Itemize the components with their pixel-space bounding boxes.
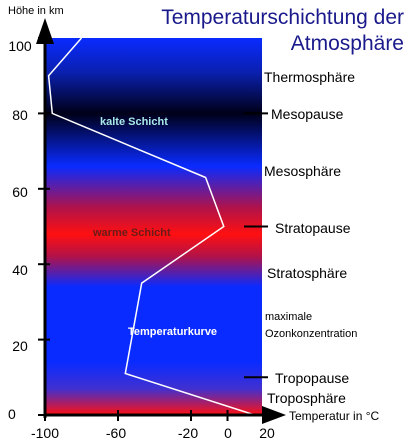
y-tick-label-40: 40 <box>0 262 40 278</box>
temperature-curve-label: Temperaturkurve <box>128 326 217 338</box>
layer-thermosphere: Thermosphäre <box>264 69 355 85</box>
layer-tropopause: Tropopause <box>275 370 349 386</box>
y-tick-label-80: 80 <box>0 107 40 123</box>
layer-ozone-line-1: maximale <box>265 309 312 326</box>
x-tick-label-0: 0 <box>206 425 250 441</box>
x-tick-label-minus-60: -60 <box>94 425 138 441</box>
layer-ozone-line-2: Ozonkonzentration <box>265 326 357 343</box>
layer-stratopause: Stratopause <box>275 220 351 236</box>
x-tick-label-minus-100: -100 <box>23 425 67 441</box>
y-tick-label-60: 60 <box>0 184 40 200</box>
layer-mesopause: Mesopause <box>271 106 343 122</box>
x-axis-label: Temperatur in °C <box>289 409 379 423</box>
y-tick-label-100: 100 <box>0 38 40 54</box>
cold-layer-label: kalte Schicht <box>100 116 168 128</box>
warm-layer-label: warme Schicht <box>93 227 171 239</box>
y-tick-label-0: 0 <box>8 406 16 422</box>
x-axis-arrow <box>262 406 286 424</box>
y-axis-label: Höhe in km <box>8 5 64 17</box>
layer-stratosphere: Stratosphäre <box>267 265 347 281</box>
layer-mesosphere: Mesosphäre <box>264 163 341 179</box>
x-tick-label-minus-20: -20 <box>166 425 210 441</box>
layer-troposphere: Troposphäre <box>267 390 346 406</box>
title-line-2: Atmosphäre <box>291 32 404 56</box>
y-tick-label-20: 20 <box>0 338 40 354</box>
title-line-1: Temperaturschichtung der <box>161 6 404 30</box>
x-tick-label-20: 20 <box>245 425 289 441</box>
